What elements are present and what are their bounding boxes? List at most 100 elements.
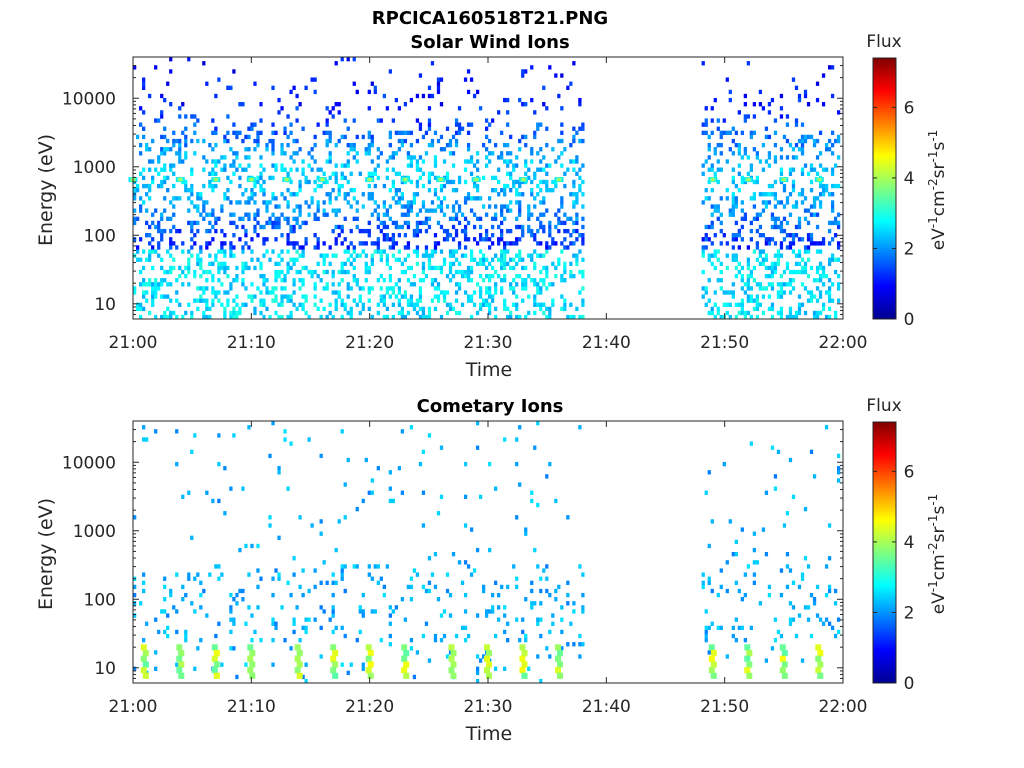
heatmap-cell [436,265,441,271]
heatmap-cell [539,241,543,246]
heatmap-cell [539,167,543,172]
heatmap-cell [169,253,173,258]
heatmap-cell [518,224,522,230]
heatmap-cell [406,130,411,136]
heatmap-cell [515,155,519,160]
heatmap-cell [797,613,802,618]
heatmap-cell [379,286,383,291]
heatmap-cell [731,138,735,144]
heatmap-cell [331,290,335,295]
heatmap-cell [827,556,832,561]
heatmap-cell [247,425,251,430]
feature-mark [365,667,372,674]
heatmap-cell [521,617,525,622]
heatmap-cell [764,241,769,246]
heatmap-cell [331,273,335,279]
feature-mark [817,178,821,182]
heatmap-cell [506,306,510,312]
heatmap-cell [418,155,423,160]
heatmap-cell [244,302,248,307]
heatmap-cell [506,249,510,254]
heatmap-cell [313,134,317,140]
heatmap-cell [256,130,260,136]
heatmap-cell [190,183,194,189]
heatmap-cell [788,233,793,238]
heatmap-cell [271,138,275,144]
heatmap-cell [415,212,420,217]
heatmap-cell [767,151,772,156]
heatmap-cell [815,138,820,144]
heatmap-cell [418,461,423,467]
heatmap-cell [331,171,335,176]
heatmap-cell [442,159,447,164]
heatmap-cell [232,278,236,283]
heatmap-cell [244,241,248,246]
heatmap-cell [346,282,350,287]
heatmap-cell [475,151,480,156]
heatmap-cell [214,564,218,569]
heatmap-cell [506,122,510,127]
heatmap-cell [752,298,757,303]
heatmap-cell [725,196,729,201]
heatmap-cell [307,588,311,594]
feature-mark [781,672,788,679]
heatmap-cell [719,130,723,136]
heatmap-cell [488,237,492,242]
heatmap-cell [530,192,534,197]
heatmap-cell [406,302,411,307]
heatmap-cell [821,621,826,626]
heatmap-cell [818,130,823,136]
heatmap-cell [433,633,438,639]
heatmap-cell [491,233,495,238]
heatmap-cell [337,183,341,189]
heatmap-cell [178,114,182,119]
heatmap-cell [454,310,459,316]
heatmap-cell [220,662,224,667]
heatmap-cell [560,204,564,209]
heatmap-cell [548,461,552,467]
heatmap-cell [313,188,317,193]
heatmap-cell [208,269,212,275]
heatmap-cell [163,179,167,185]
heatmap-cell [307,179,311,185]
heatmap-cell [217,498,221,504]
heatmap-cell [779,286,784,291]
heatmap-cell [433,163,438,168]
heatmap-cell [313,302,317,307]
heatmap-cell [421,306,426,312]
heatmap-cell [187,265,191,271]
heatmap-cell [448,613,453,618]
heatmap-cell [340,429,344,434]
heatmap-cell [800,282,805,287]
heatmap-cell [509,151,513,156]
heatmap-cell [400,142,405,148]
heatmap-cell [256,568,260,573]
heatmap-cell [755,212,760,217]
heatmap-cell [139,208,143,213]
heatmap-cell [563,245,567,250]
heatmap-cell [463,560,468,565]
heatmap-cell [815,265,820,271]
heatmap-cell [376,155,380,160]
heatmap-cell [716,159,720,164]
heatmap-cell [545,142,549,148]
heatmap-cell [466,122,471,127]
heatmap-cell [494,306,498,312]
heatmap-cell [220,261,224,267]
heatmap-cell [322,286,326,291]
heatmap-cell [704,159,708,164]
heatmap-cell [797,306,802,312]
heatmap-cell [268,523,272,528]
heatmap-cell [515,302,519,307]
heatmap-cell [160,294,164,299]
heatmap-cell [421,183,426,189]
heatmap-cell [500,151,504,156]
heatmap-cell [442,633,447,639]
heatmap-cell [280,151,284,156]
heatmap-cell [133,196,137,201]
heatmap-cell [494,580,498,585]
heatmap-cell [454,249,459,254]
heatmap-cell [812,601,817,606]
heatmap-cell [352,57,356,62]
feature-mark [708,655,715,662]
